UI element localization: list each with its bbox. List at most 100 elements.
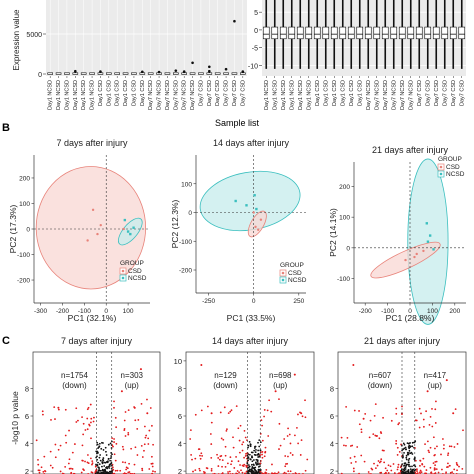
- volcano-point: [403, 464, 406, 467]
- volcano-point: [249, 445, 252, 448]
- volcano-point: [103, 465, 106, 467]
- data-point-ncsd: [123, 218, 127, 222]
- x-axis-label: PC1 (33.5%): [227, 313, 276, 323]
- volcano-point: [59, 470, 62, 473]
- volcano-point: [345, 444, 347, 447]
- volcano-point: [130, 447, 133, 450]
- volcano-point: [90, 417, 93, 420]
- volcano-point: [243, 456, 245, 459]
- volcano-point: [409, 468, 412, 471]
- volcano-point: [426, 440, 429, 443]
- volcano-point: [112, 468, 115, 471]
- volcano-point: [304, 416, 307, 419]
- volcano-point: [230, 463, 232, 466]
- data-point-csd: [415, 252, 418, 256]
- y-axis-label: Expression value: [12, 9, 21, 70]
- x-tick-label: Day1 NCSD: [281, 80, 287, 110]
- volcano-point: [376, 464, 379, 467]
- volcano-point: [113, 441, 115, 443]
- volcano-point: [109, 471, 112, 473]
- volcano-point: [120, 390, 123, 393]
- legend-marker: [121, 269, 125, 273]
- volcano-point: [210, 456, 213, 459]
- volcano-point: [397, 466, 399, 469]
- volcano-point: [455, 461, 458, 464]
- volcano-point: [251, 455, 253, 458]
- volcano-point: [261, 439, 264, 442]
- volcano-point: [419, 464, 421, 467]
- legend-label: CSD: [446, 164, 460, 171]
- volcano-point: [191, 458, 193, 461]
- x-tick-label: 0: [252, 298, 256, 305]
- volcano-point: [82, 459, 84, 462]
- y-tick-label: 200: [339, 184, 350, 191]
- volcano-point: [128, 471, 131, 473]
- volcano-point: [247, 469, 250, 472]
- y-tick-label: 4: [25, 440, 29, 449]
- volcano-point: [448, 464, 451, 467]
- x-tick-label: Day1 NCSD: [56, 80, 62, 110]
- volcano-point: [447, 454, 449, 457]
- volcano-point: [456, 463, 458, 466]
- volcano-point: [210, 443, 213, 445]
- volcano-point: [371, 468, 374, 471]
- volcano-point: [257, 470, 260, 473]
- volcano-point: [443, 444, 445, 446]
- volcano-point: [115, 426, 118, 429]
- volcano-point: [140, 402, 143, 405]
- volcano-point: [100, 447, 103, 450]
- volcano-point: [124, 411, 127, 413]
- volcano-point: [101, 462, 104, 465]
- volcano-point: [360, 454, 363, 457]
- volcano-point: [236, 470, 239, 472]
- volcano-point: [218, 458, 221, 461]
- volcano-point: [423, 465, 426, 468]
- legend-label: NCSD: [288, 277, 307, 284]
- volcano-point: [238, 439, 241, 442]
- volcano-point: [240, 469, 242, 472]
- volcano-point: [233, 467, 236, 469]
- y-tick-label: 0: [188, 210, 192, 217]
- volcano-point: [136, 454, 139, 456]
- data-point-csd: [91, 208, 95, 212]
- volcano-point: [140, 444, 143, 447]
- box: [89, 72, 95, 75]
- volcano-point: [242, 465, 245, 468]
- x-tick-label: Day1 NCSD: [289, 80, 295, 110]
- count-up-label: n=698: [269, 371, 292, 380]
- volcano-point: [461, 467, 464, 470]
- volcano-point: [64, 465, 67, 468]
- volcano-point: [68, 467, 71, 470]
- volcano-point: [82, 422, 85, 425]
- volcano-point: [37, 463, 40, 466]
- volcano-point: [406, 470, 409, 473]
- pca-title: 14 days after injury: [213, 138, 290, 148]
- volcano-point: [420, 412, 422, 415]
- volcano-point: [106, 461, 109, 464]
- confidence-ellipse-csd: [35, 166, 147, 290]
- x-tick-label: Day1 NCSD: [73, 80, 79, 110]
- panel-label-c: C: [2, 335, 10, 347]
- box: [330, 26, 338, 40]
- volcano-point: [87, 454, 89, 456]
- y-tick-label: 2: [25, 467, 29, 474]
- volcano-point: [121, 461, 124, 464]
- volcano-point: [141, 469, 144, 472]
- box: [122, 72, 129, 75]
- volcano-point: [405, 454, 408, 457]
- volcano-point: [373, 462, 375, 465]
- volcano-point: [454, 408, 457, 411]
- volcano-point: [434, 453, 436, 456]
- volcano-point: [428, 424, 431, 426]
- volcano-point: [86, 408, 89, 411]
- y-tick-label: 2: [178, 467, 182, 474]
- legend-marker: [281, 278, 285, 282]
- volcano-point: [378, 437, 381, 440]
- box: [271, 26, 279, 40]
- volcano-point: [411, 445, 414, 448]
- volcano-point: [104, 446, 107, 449]
- volcano-point: [114, 459, 117, 462]
- volcano-point: [35, 439, 38, 442]
- volcano-point: [88, 423, 90, 426]
